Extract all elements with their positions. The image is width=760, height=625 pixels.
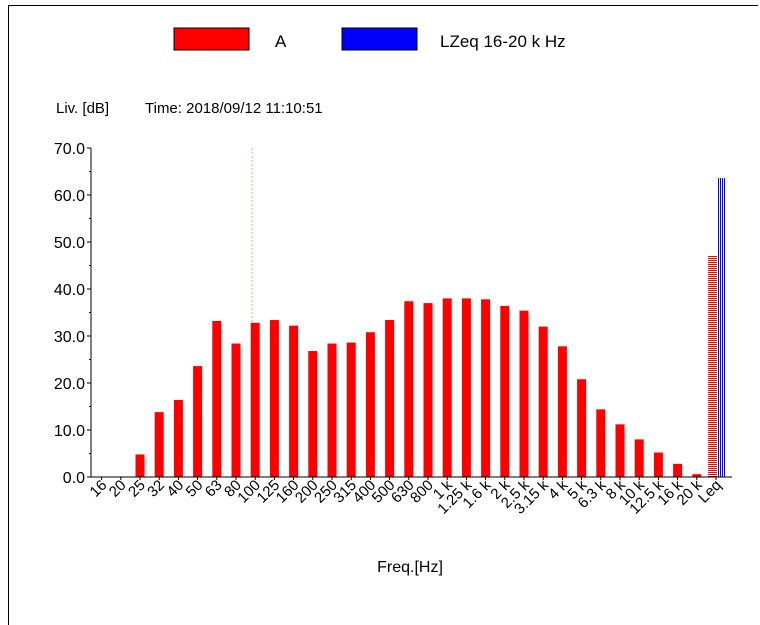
bar-a	[231, 343, 241, 477]
legend: A LZeq 16-20 k Hz	[173, 27, 566, 51]
bar-a	[327, 343, 337, 477]
bar-a	[519, 310, 529, 477]
chart-frame	[8, 5, 758, 625]
x-tick-label: Leq	[695, 477, 725, 507]
bar-a	[346, 342, 356, 477]
legend-label-lzeq: LZeq 16-20 k Hz	[440, 32, 566, 51]
plot-area: 0.010.020.030.040.050.060.070.0162025324…	[54, 141, 732, 518]
y-tick-label: 60.0	[54, 188, 85, 205]
bar-a	[615, 424, 625, 477]
bar-a	[289, 325, 299, 477]
y-tick-label: 20.0	[54, 376, 85, 393]
bar-a	[173, 399, 183, 477]
bar-a	[692, 474, 702, 477]
y-axis-label: Liv. [dB]	[56, 100, 109, 117]
bar-a	[481, 299, 491, 477]
bar-a	[634, 439, 644, 477]
bar-a	[423, 303, 433, 477]
bar-leq-lzeq	[717, 178, 725, 477]
bar-a	[135, 454, 145, 477]
bar-a	[385, 320, 395, 477]
timestamp-label: Time: 2018/09/12 11:10:51	[145, 100, 323, 117]
y-tick-label: 40.0	[54, 282, 85, 299]
y-tick-label: 70.0	[54, 141, 85, 158]
legend-label-a: A	[275, 32, 287, 51]
legend-swatch-lzeq	[341, 27, 418, 51]
bar-a	[365, 332, 375, 477]
bar-a	[577, 379, 587, 477]
bar-a	[442, 298, 452, 477]
bar-a	[154, 412, 164, 477]
bar-a	[404, 301, 414, 477]
y-tick-label: 30.0	[54, 329, 85, 346]
bar-a	[653, 452, 663, 477]
bar-a	[538, 326, 548, 477]
y-tick-label: 50.0	[54, 235, 85, 252]
bar-a	[250, 322, 260, 477]
bar-a	[596, 409, 606, 477]
bar-a	[193, 366, 203, 477]
bar-a	[461, 298, 471, 477]
x-axis-label: Freq.[Hz]	[377, 559, 443, 576]
bar-a	[500, 305, 510, 477]
bar-leq-a	[708, 255, 717, 477]
y-tick-label: 0.0	[63, 470, 85, 487]
bar-a	[557, 346, 567, 477]
bar-a	[308, 351, 318, 477]
bar-a	[673, 463, 683, 477]
bar-a	[269, 320, 279, 477]
legend-swatch-a	[173, 27, 250, 51]
y-tick-label: 10.0	[54, 423, 85, 440]
bar-a	[212, 320, 222, 477]
